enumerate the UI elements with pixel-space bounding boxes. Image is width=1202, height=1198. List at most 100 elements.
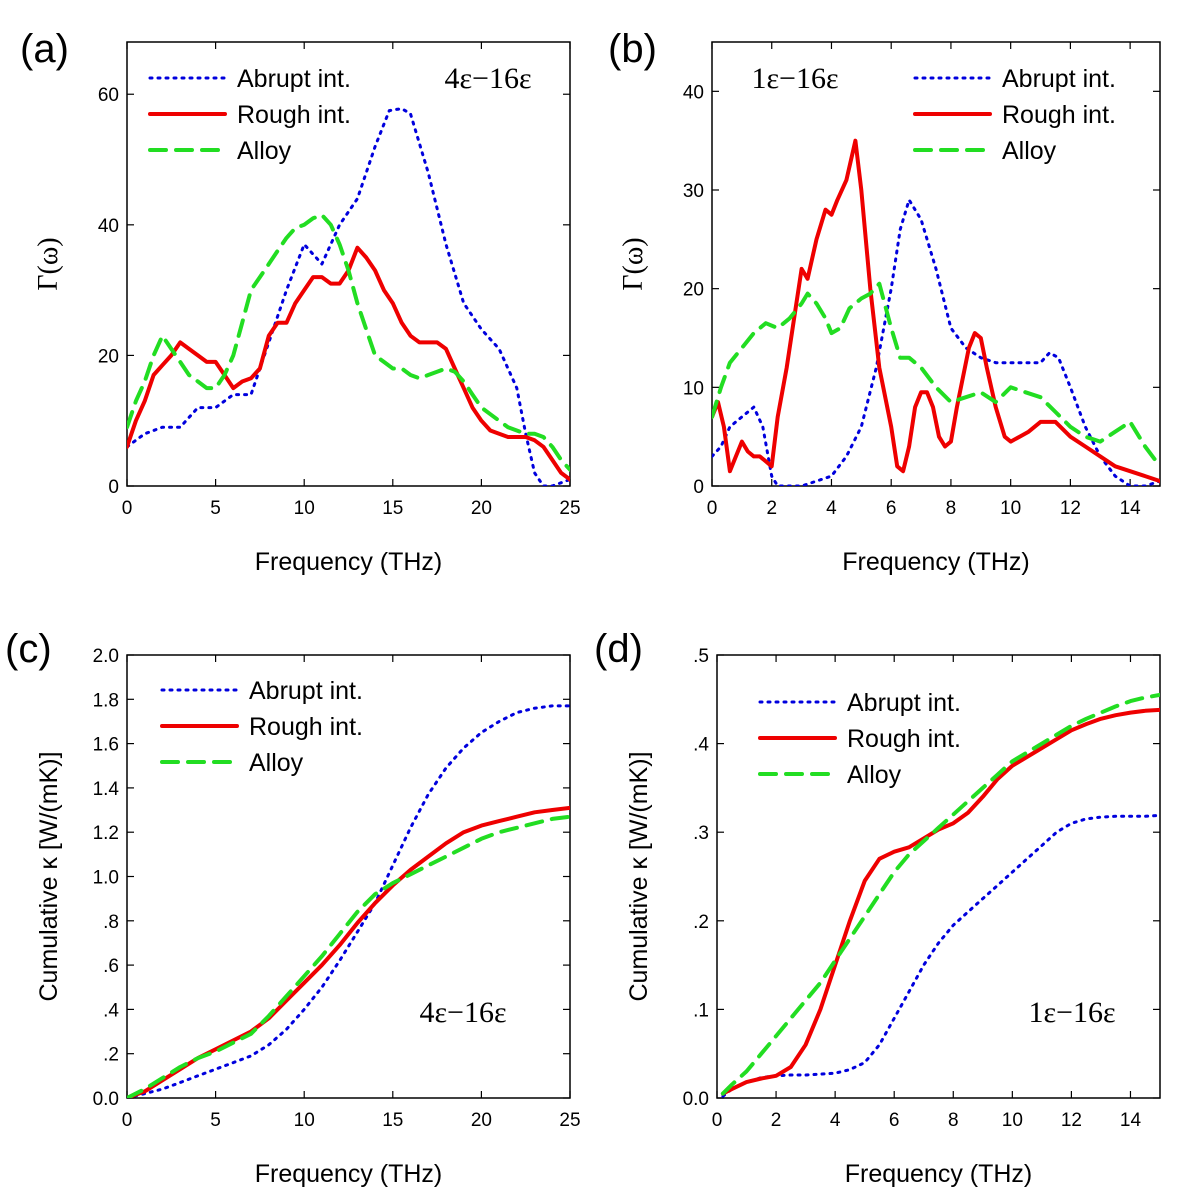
x-tick-label: 10 bbox=[294, 498, 315, 519]
y-tick-label: .6 bbox=[103, 956, 119, 977]
series-line-alloy bbox=[127, 814, 570, 1098]
y-tick-label: .2 bbox=[693, 912, 709, 933]
y-tick-label: 1.8 bbox=[93, 690, 119, 711]
plot-frame bbox=[711, 41, 1161, 487]
y-axis-label: Γ(ω) bbox=[618, 237, 649, 290]
legend-label-alloy: Alloy bbox=[237, 137, 292, 165]
y-tick-label: .5 bbox=[693, 646, 709, 667]
legend-label-alloy: Alloy bbox=[847, 761, 902, 789]
chart-panel-c: 0 5 10 15 20 25 0.0 .2 .4 .6 .8 1.0 1.2 1.4 1.6 1.8 2.0 F… bbox=[5, 627, 581, 1188]
x-tick-label: 15 bbox=[382, 498, 403, 519]
y-tick-label: .8 bbox=[103, 912, 119, 933]
x-tick-label: 0 bbox=[122, 498, 133, 519]
x-axis-label: Frequency (THz) bbox=[845, 1160, 1033, 1188]
x-tick-label: 0 bbox=[122, 1110, 133, 1131]
y-tick-label: 60 bbox=[98, 85, 119, 106]
x-tick-label: 12 bbox=[1060, 498, 1081, 519]
panel-label: (c) bbox=[5, 627, 52, 671]
y-tick-label: 1.2 bbox=[93, 823, 119, 844]
x-tick-label: 4 bbox=[826, 498, 837, 519]
composition-annotation: 4ε−16ε bbox=[444, 62, 531, 95]
y-axis-label: Γ(ω) bbox=[33, 237, 64, 290]
x-tick-label: 25 bbox=[559, 1110, 580, 1131]
x-axis-label: Frequency (THz) bbox=[255, 1160, 443, 1188]
plot-frame bbox=[126, 41, 571, 487]
series-line-rough bbox=[720, 707, 1160, 1096]
x-tick-label: 4 bbox=[830, 1110, 841, 1131]
legend-label-rough: Rough int. bbox=[847, 725, 961, 753]
y-axis-label: Cumulative κ [W/(mK)] bbox=[625, 751, 653, 1001]
x-tick-label: 5 bbox=[210, 498, 221, 519]
y-tick-label: 10 bbox=[683, 378, 704, 399]
x-tick-label: 14 bbox=[1120, 498, 1142, 519]
series-line-abrupt bbox=[712, 198, 1160, 486]
y-tick-label: 20 bbox=[98, 346, 119, 367]
series-line-alloy bbox=[712, 281, 1160, 469]
panel-label: (b) bbox=[608, 27, 657, 71]
composition-annotation: 4ε−16ε bbox=[419, 996, 506, 1029]
y-tick-label: 1.0 bbox=[93, 868, 119, 889]
y-tick-label: 40 bbox=[683, 82, 704, 103]
composition-annotation: 1ε−16ε bbox=[751, 62, 838, 95]
chart-panel-b: 0 2 4 6 8 10 12 14 0 10 20 30 40 Frequency (THz) Γ(ω) (… bbox=[608, 27, 1161, 576]
y-tick-label: 1.4 bbox=[93, 779, 120, 800]
panel-label: (d) bbox=[594, 627, 643, 671]
legend-label-rough: Rough int. bbox=[237, 101, 351, 129]
y-tick-label: 2.0 bbox=[93, 646, 119, 667]
x-tick-label: 10 bbox=[294, 1110, 315, 1131]
x-tick-label: 14 bbox=[1120, 1110, 1142, 1131]
series-line-rough bbox=[127, 245, 570, 482]
x-tick-label: 6 bbox=[889, 1110, 900, 1131]
legend-label-rough: Rough int. bbox=[1002, 101, 1116, 129]
y-tick-label: 0.0 bbox=[93, 1089, 119, 1110]
y-tick-label: 0.0 bbox=[683, 1089, 709, 1110]
x-tick-label: 5 bbox=[210, 1110, 221, 1131]
y-tick-label: 20 bbox=[683, 280, 704, 301]
x-tick-label: 20 bbox=[471, 1110, 492, 1131]
y-tick-label: .4 bbox=[693, 735, 709, 756]
x-tick-label: 6 bbox=[886, 498, 897, 519]
legend-label-abrupt: Abrupt int. bbox=[847, 689, 961, 717]
y-axis-label: Cumulative κ [W/(mK)] bbox=[35, 751, 63, 1001]
x-tick-label: 2 bbox=[771, 1110, 782, 1131]
y-tick-label: 40 bbox=[98, 216, 119, 237]
series-line-abrupt bbox=[721, 813, 1160, 1098]
x-axis-label: Frequency (THz) bbox=[255, 548, 443, 576]
legend-label-abrupt: Abrupt int. bbox=[249, 677, 363, 705]
series-line-rough bbox=[127, 805, 570, 1098]
x-tick-label: 12 bbox=[1061, 1110, 1082, 1131]
x-tick-label: 8 bbox=[946, 498, 957, 519]
y-tick-label: .3 bbox=[693, 823, 709, 844]
legend-label-abrupt: Abrupt int. bbox=[237, 65, 351, 93]
y-tick-label: 1.6 bbox=[93, 735, 119, 756]
x-axis-label: Frequency (THz) bbox=[842, 548, 1030, 576]
x-tick-label: 10 bbox=[1000, 498, 1021, 519]
y-tick-label: .4 bbox=[103, 1000, 119, 1021]
series-line-alloy bbox=[720, 692, 1160, 1096]
composition-annotation: 1ε−16ε bbox=[1028, 996, 1115, 1029]
x-tick-label: 8 bbox=[948, 1110, 959, 1131]
x-tick-label: 0 bbox=[707, 498, 718, 519]
series-line-abrupt bbox=[127, 107, 570, 486]
y-tick-label: .2 bbox=[103, 1045, 119, 1066]
series-line-rough bbox=[712, 138, 1160, 484]
x-tick-label: 10 bbox=[1002, 1110, 1023, 1131]
chart-panel-d: 0 2 4 6 8 10 12 14 0.0 .1 .2 .3 .4 .5 Frequency (THz) C… bbox=[594, 627, 1161, 1188]
y-tick-label: 0 bbox=[108, 477, 119, 498]
x-tick-label: 20 bbox=[471, 498, 492, 519]
panel-label: (a) bbox=[20, 27, 69, 71]
series-line-alloy bbox=[127, 213, 570, 472]
legend-label-alloy: Alloy bbox=[1002, 137, 1057, 165]
legend-label-rough: Rough int. bbox=[249, 713, 363, 741]
x-tick-label: 2 bbox=[766, 498, 777, 519]
x-tick-label: 15 bbox=[382, 1110, 403, 1131]
y-tick-label: .1 bbox=[693, 1000, 709, 1021]
chart-panel-a: 0 5 10 15 20 25 0 20 40 60 Frequency (THz) Γ(ω) (a) 4… bbox=[20, 27, 581, 576]
plot-frame bbox=[716, 654, 1161, 1099]
y-tick-label: 0 bbox=[693, 477, 704, 498]
legend-label-alloy: Alloy bbox=[249, 749, 304, 777]
legend-label-abrupt: Abrupt int. bbox=[1002, 65, 1116, 93]
series-line-abrupt bbox=[127, 704, 570, 1098]
y-tick-label: 30 bbox=[683, 181, 704, 202]
